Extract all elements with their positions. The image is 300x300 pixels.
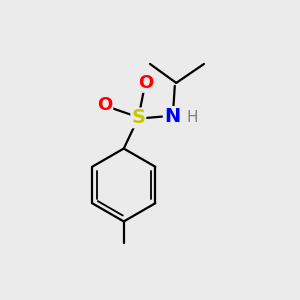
Text: N: N [164, 107, 180, 126]
Text: O: O [97, 96, 112, 114]
Text: S: S [131, 108, 145, 128]
Text: H: H [187, 110, 198, 125]
Text: O: O [138, 74, 153, 92]
